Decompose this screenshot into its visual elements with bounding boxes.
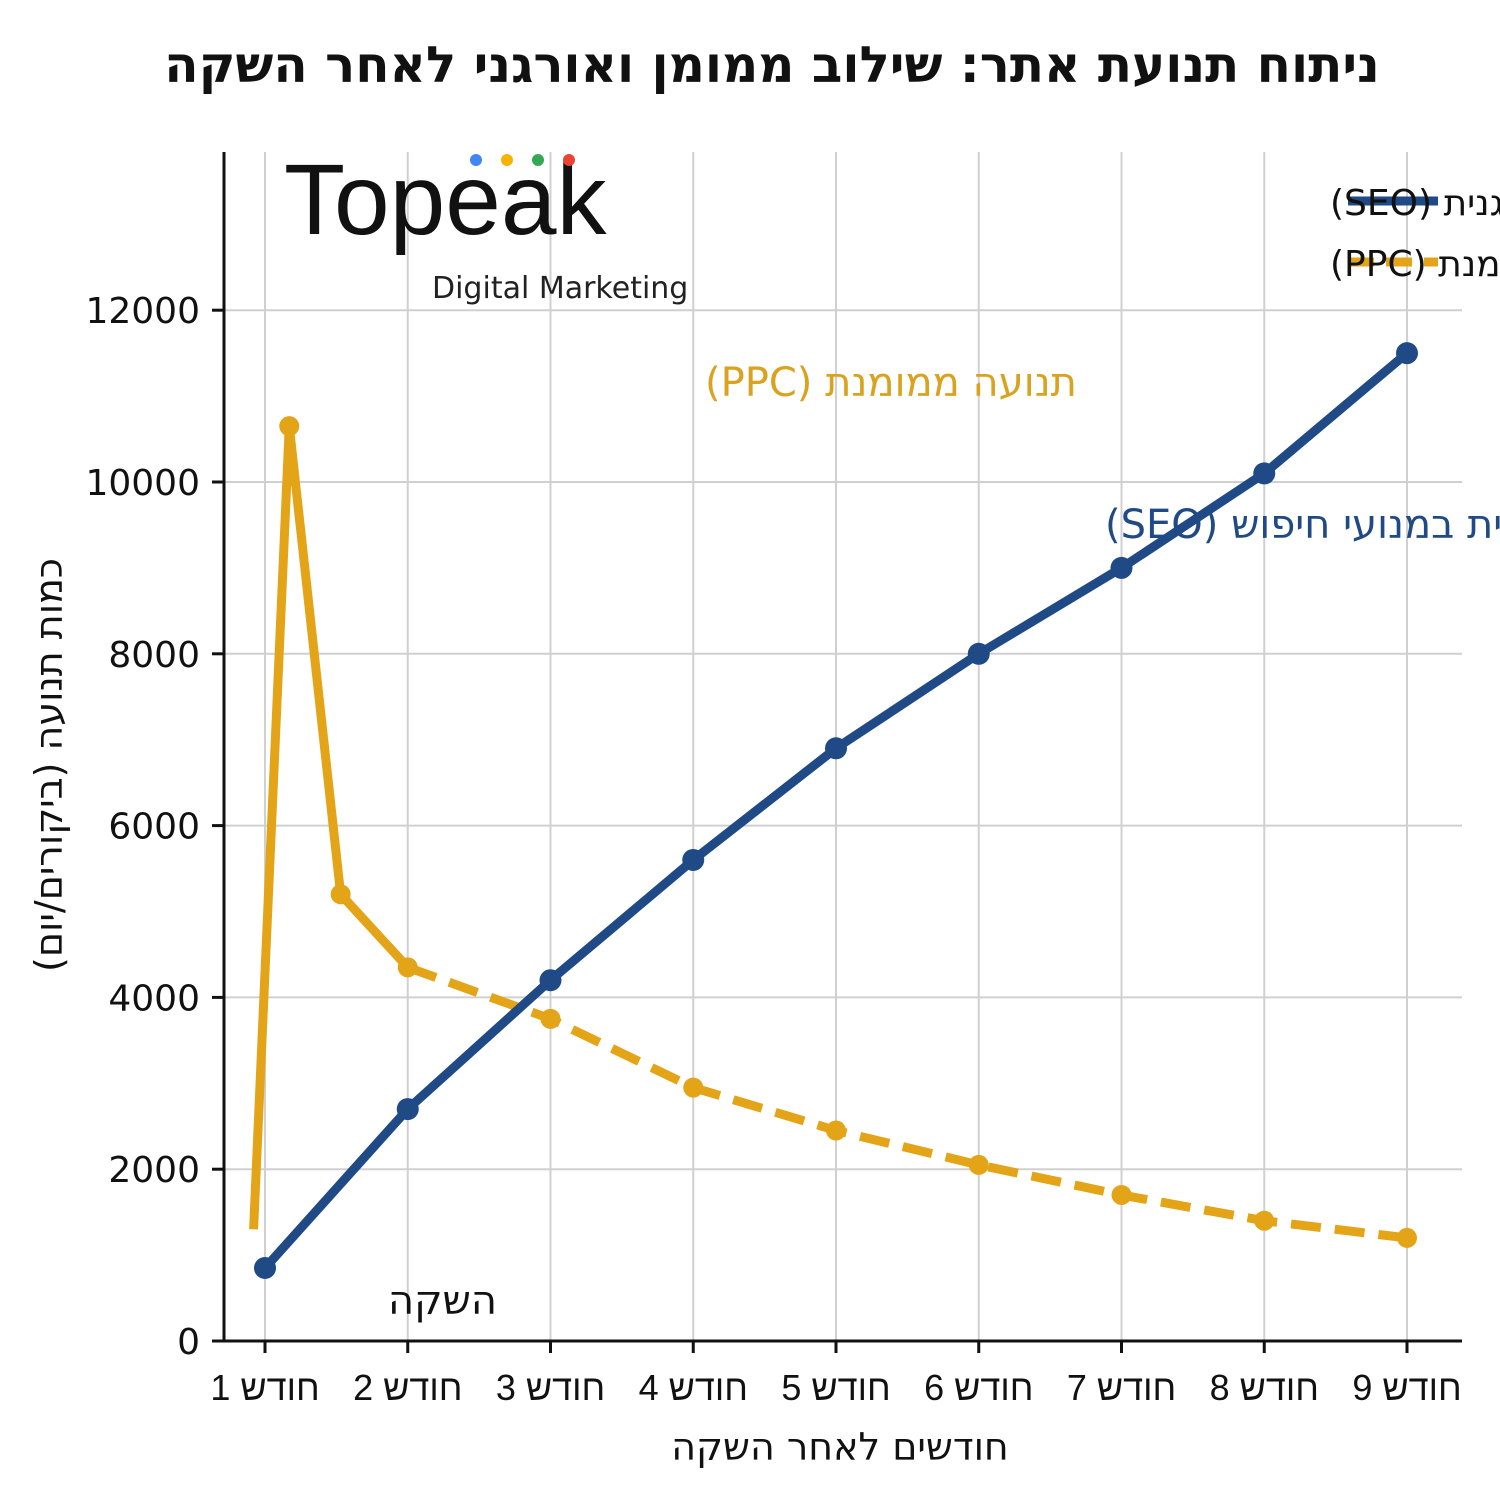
ppc-point xyxy=(1397,1227,1417,1248)
y-tick-label: 2000 xyxy=(108,1150,200,1191)
x-tick-label: חודש 4 xyxy=(639,1367,748,1408)
x-tick-label: חודש 8 xyxy=(1210,1367,1319,1408)
x-tick-label: חודש 1 xyxy=(210,1367,319,1408)
x-tick-labels: חודש 1 חודש 2 חודש 3 חודש 4 חודש 5 חודש 6 חודש… xyxy=(210,1341,1462,1408)
ppc-point xyxy=(683,1077,704,1098)
ppc-line-dashed xyxy=(406,963,1408,1243)
ppc-line-solid xyxy=(249,421,412,1230)
seo-point xyxy=(1110,556,1133,579)
ppc-annotation: תנועה ממומנת (PPC) xyxy=(705,360,1077,406)
seo-point xyxy=(1396,342,1418,365)
x-tick-label: חודש 7 xyxy=(1067,1367,1176,1408)
legend-ppc-label: תנועה ממומנת (PPC) xyxy=(1330,244,1500,285)
seo-annotation: תנועה אורגנית במנועי חיפוש (SEO) xyxy=(1105,502,1500,548)
y-tick-label: 4000 xyxy=(108,978,200,1019)
ppc-point xyxy=(1111,1184,1132,1205)
y-tick-label: 0 xyxy=(177,1322,200,1363)
grid xyxy=(224,152,1462,1341)
seo-point xyxy=(682,848,705,871)
x-tick-label: חודש 5 xyxy=(781,1367,890,1408)
x-tick-label: חודש 3 xyxy=(496,1367,605,1408)
logo-dot xyxy=(470,154,482,166)
logo-dot xyxy=(532,154,544,166)
logo-dots xyxy=(470,154,575,166)
x-tick-label: חודש 9 xyxy=(1352,1367,1461,1408)
ppc-point xyxy=(540,1008,561,1029)
seo-point xyxy=(825,737,847,760)
seo-point xyxy=(539,969,562,992)
seo-point xyxy=(1253,462,1276,485)
ppc-point xyxy=(397,957,418,978)
y-tick-label: 6000 xyxy=(108,807,200,848)
y-tick-label: 10000 xyxy=(85,463,200,504)
seo-point xyxy=(396,1098,419,1121)
y-tick-labels: 0 2000 4000 6000 8000 10000 12000 xyxy=(85,291,224,1363)
logo-dot xyxy=(501,154,513,166)
logo-text: Topeak xyxy=(284,144,607,256)
y-tick-label: 12000 xyxy=(85,291,200,332)
seo-point xyxy=(967,642,990,665)
y-axis-label: כמות תנועה (ביקורים/יום) xyxy=(27,558,71,972)
legend: תנועה אורגנית (SEO) תנועה ממומנת (PPC) xyxy=(1330,183,1500,285)
ppc-point xyxy=(826,1120,846,1141)
logo-dot xyxy=(563,154,575,166)
y-tick-label: 8000 xyxy=(108,635,200,676)
launch-annotation: השקה xyxy=(388,1278,497,1324)
logo-subtitle: Digital Marketing xyxy=(432,271,688,306)
x-tick-label: חודש 2 xyxy=(353,1367,462,1408)
chart-title: ניתוח תנועת אתר: שילוב ממומן ואורגני לאח… xyxy=(164,36,1379,94)
ppc-point xyxy=(1254,1210,1275,1231)
x-axis-label: חודשים לאחר השקה xyxy=(671,1425,1009,1469)
ppc-point xyxy=(279,416,300,437)
logo: Topeak Digital Marketing xyxy=(284,144,688,306)
series xyxy=(249,342,1418,1279)
ppc-point xyxy=(330,884,351,905)
x-tick-label: חודש 6 xyxy=(924,1367,1033,1408)
ppc-point xyxy=(968,1154,989,1175)
seo-point xyxy=(254,1256,276,1279)
legend-seo-label: תנועה אורגנית (SEO) xyxy=(1330,183,1500,224)
